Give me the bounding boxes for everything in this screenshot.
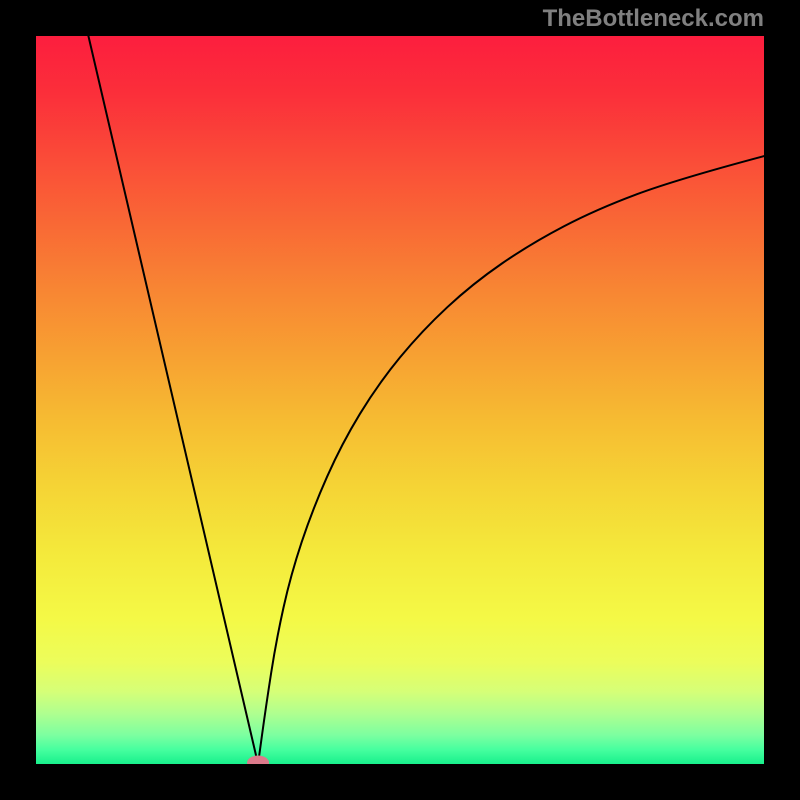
chart-svg — [36, 36, 764, 764]
chart-canvas: TheBottleneck.com — [0, 0, 800, 800]
gradient-background — [36, 36, 764, 764]
watermark-text: TheBottleneck.com — [543, 5, 764, 33]
plot-area — [36, 36, 764, 764]
